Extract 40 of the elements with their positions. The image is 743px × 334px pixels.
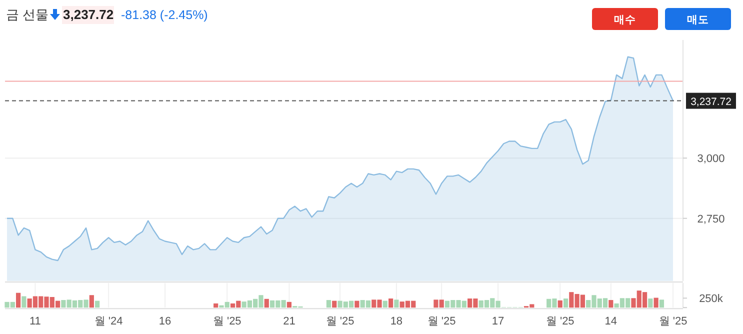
ref-line-label: 3,237.72 xyxy=(690,96,732,108)
x-tick-label: 월 '25 xyxy=(212,316,242,328)
bar xyxy=(332,300,337,308)
y-tick-label: 3,000 xyxy=(697,153,725,166)
bar xyxy=(388,298,394,308)
bar xyxy=(648,298,653,308)
bar xyxy=(563,298,568,308)
bar xyxy=(95,300,100,308)
bar xyxy=(22,296,26,308)
bar xyxy=(264,298,269,308)
bar xyxy=(16,292,21,308)
x-tick-label: 월 '25 xyxy=(427,316,456,328)
chart-subtitle: 3,237.72 xyxy=(63,7,114,22)
bar xyxy=(608,300,614,308)
x-tick-label: 14 xyxy=(604,316,618,328)
y-tick-label: 250k xyxy=(699,293,724,306)
bar xyxy=(286,302,292,308)
text: 매도 xyxy=(687,14,709,26)
y-tick-label: 2,750 xyxy=(697,213,725,226)
text: -81.38 (-2.45%) xyxy=(121,8,208,22)
bar xyxy=(326,300,332,308)
x-tick-label: 16 xyxy=(158,316,172,328)
x-tick-label: 월 '25 xyxy=(546,316,574,328)
x-tick-label: 월 '24 xyxy=(94,316,123,328)
bar xyxy=(394,300,399,308)
bar xyxy=(659,300,664,308)
bar xyxy=(382,300,388,308)
bar xyxy=(654,298,658,308)
x-tick-label: 17 xyxy=(492,316,504,328)
chart-title: 금 선물 xyxy=(6,7,49,22)
bar xyxy=(354,300,360,308)
bar xyxy=(214,303,218,308)
bar xyxy=(89,295,94,308)
x-tick-label: 월 '25 xyxy=(326,316,354,328)
x-tick-label: 21 xyxy=(283,316,296,328)
x-tick-label: 18 xyxy=(390,316,403,328)
text: 매수 xyxy=(614,14,636,26)
x-tick-label: 11 xyxy=(30,316,41,328)
bar xyxy=(558,300,562,308)
x-tick-label: 월 '25 xyxy=(658,316,688,328)
